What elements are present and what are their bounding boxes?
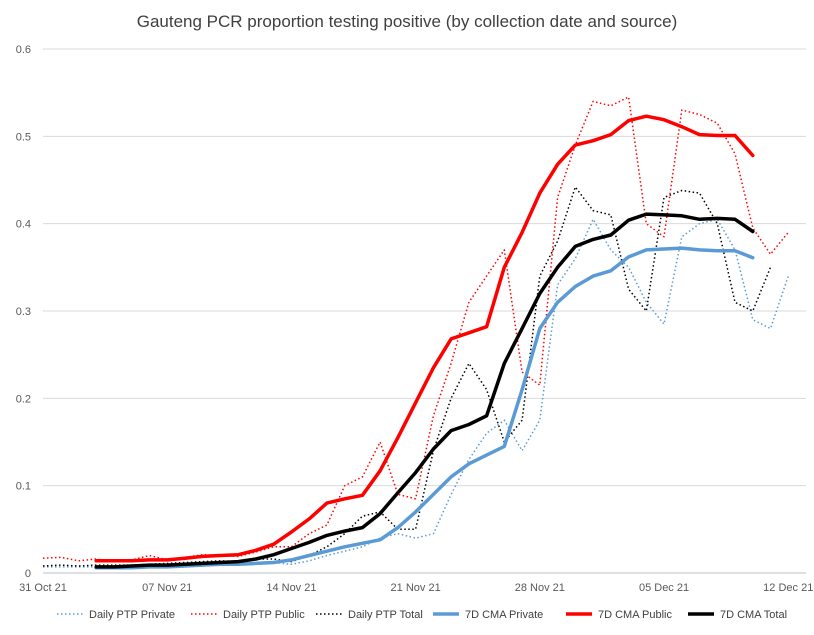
x-tick-label: 12 Dec 21: [763, 582, 813, 594]
x-tick-label: 05 Dec 21: [639, 582, 689, 594]
gridlines: [43, 48, 806, 487]
series-line-daily-ptp-public: [42, 96, 789, 563]
legend-label: 7D CMA Private: [465, 609, 543, 621]
y-tick-label: 0.3: [16, 306, 31, 318]
series-line-7d-cma-public: [94, 114, 755, 563]
y-tick-label: 0.4: [16, 219, 31, 231]
x-tick-label: 31 Oct 21: [19, 582, 67, 594]
x-tick-label: 28 Nov 21: [515, 582, 565, 594]
legend-label: Daily PTP Public: [223, 609, 305, 621]
series-line-7d-cma-total: [94, 212, 755, 569]
legend-label: Daily PTP Total: [348, 609, 423, 621]
y-tick-label: 0: [25, 568, 31, 580]
legend-label: 7D CMA Total: [720, 609, 787, 621]
legend-label: 7D CMA Public: [598, 609, 672, 621]
y-tick-label: 0.1: [16, 481, 31, 493]
series-line-7d-cma-private: [94, 246, 755, 570]
legend-label: Daily PTP Private: [89, 609, 175, 621]
series-line-daily-ptp-private: [43, 218, 790, 568]
y-tick-label: 0.2: [16, 393, 31, 405]
legend: Daily PTP Private Daily PTP Public Daily P…: [57, 609, 787, 621]
y-tick-label: 0.6: [16, 44, 31, 56]
x-tick-label: 14 Nov 21: [266, 582, 316, 594]
x-tick-label: 07 Nov 21: [142, 582, 192, 594]
y-tick-label: 0.5: [16, 131, 31, 143]
axes: 0 0.1 0.2 0.3 0.4 0.5 0.6 31 Oct 21 07 Nov 21 14 …: [16, 44, 814, 594]
series-line-daily-ptp-total: [42, 186, 772, 567]
chart-title: Gauteng PCR proportion testing positive …: [137, 12, 678, 31]
series-lines: [42, 96, 790, 570]
x-tick-label: 21 Nov 21: [391, 582, 441, 594]
